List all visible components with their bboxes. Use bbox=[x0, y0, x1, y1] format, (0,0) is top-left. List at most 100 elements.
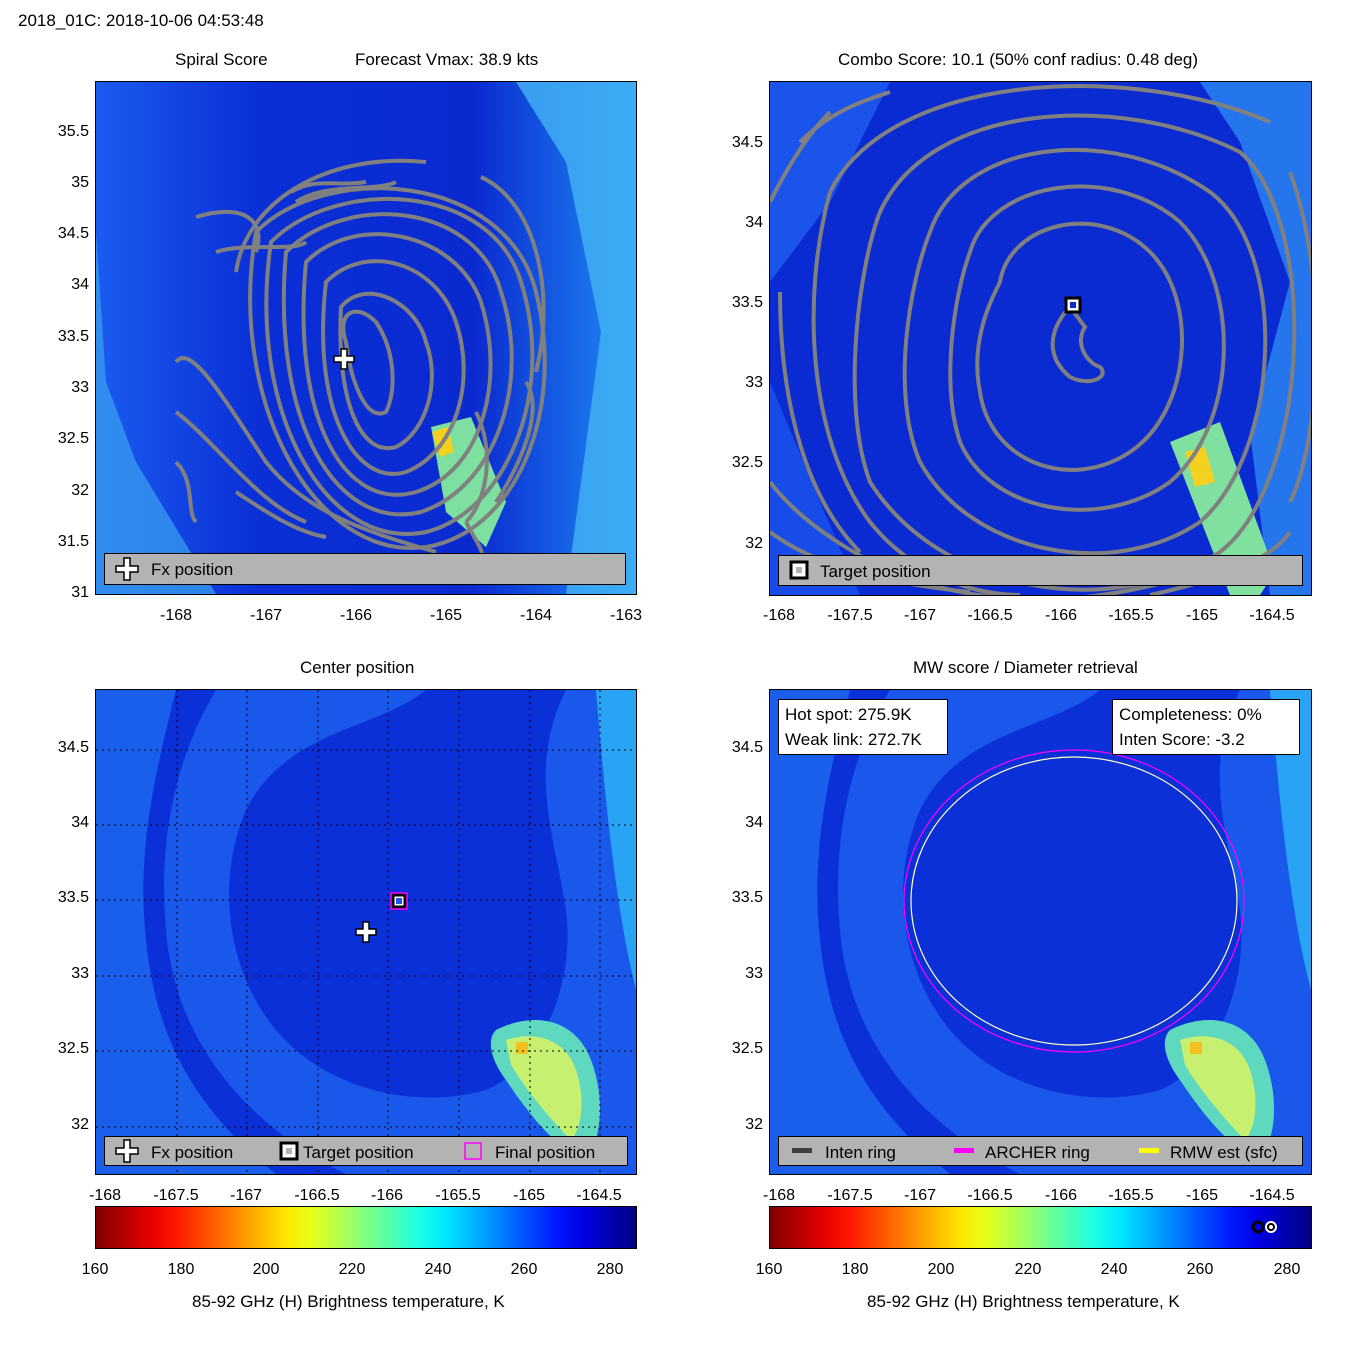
x-tick-label: -165 bbox=[1185, 1187, 1219, 1204]
x-tick-label: -164.5 bbox=[576, 1187, 622, 1204]
bt-warm-region bbox=[516, 82, 636, 594]
completeness-value: Completeness: 0% bbox=[1119, 705, 1262, 724]
x-tick-label: -165.5 bbox=[435, 1187, 481, 1204]
square-icon bbox=[279, 1141, 299, 1161]
x-tick-label: -165 bbox=[1185, 607, 1219, 624]
y-tick-label: 33.5 bbox=[57, 328, 89, 345]
x-tick-label: 200 bbox=[252, 1261, 280, 1278]
y-tick-label: 32.5 bbox=[731, 1040, 763, 1057]
yellow-line-icon bbox=[1139, 1148, 1159, 1153]
legend-label: Final position bbox=[495, 1143, 596, 1162]
x-tick-label: -168 bbox=[88, 1187, 122, 1204]
bt-warm-region bbox=[96, 690, 276, 1174]
completeness-box: Completeness: 0% Inten Score: -3.2 bbox=[1112, 699, 1300, 755]
x-tick-label: -164 bbox=[519, 607, 553, 624]
x-tick-label: -167 bbox=[903, 1187, 937, 1204]
legend-label: Fx position bbox=[151, 560, 234, 579]
bt-convection-core bbox=[1190, 1042, 1202, 1054]
final-position-marker bbox=[390, 892, 408, 910]
logo-icon bbox=[1251, 1220, 1277, 1234]
y-tick-label: 33.5 bbox=[731, 294, 763, 311]
magenta-square-icon bbox=[464, 1142, 482, 1160]
plus-icon bbox=[115, 557, 139, 581]
inten-score-value: Inten Score: -3.2 bbox=[1119, 730, 1245, 749]
x-tick-label: 220 bbox=[338, 1261, 366, 1278]
y-tick-label: 32.5 bbox=[57, 1040, 89, 1057]
bt-warm-region bbox=[596, 690, 636, 990]
x-tick-label: 180 bbox=[841, 1261, 869, 1278]
x-tick-label: -166.5 bbox=[967, 1187, 1013, 1204]
x-tick-label: -164.5 bbox=[1249, 607, 1295, 624]
x-tick-label: -168 bbox=[762, 607, 796, 624]
x-tick-label: -165 bbox=[429, 607, 463, 624]
bt-warm-region bbox=[770, 690, 950, 1174]
y-tick-label: 33 bbox=[71, 379, 89, 396]
y-tick-label: 32 bbox=[745, 1116, 763, 1133]
y-tick-label: 33 bbox=[745, 374, 763, 391]
y-tick-label: 35 bbox=[71, 174, 89, 191]
y-tick-label: 35.5 bbox=[57, 123, 89, 140]
mw-score-plot: Hot spot: 275.9K Weak link: 272.7K Compl… bbox=[769, 689, 1312, 1175]
x-tick-label: -166 bbox=[370, 1187, 404, 1204]
x-tick-label: 280 bbox=[596, 1261, 624, 1278]
y-tick-label: 33.5 bbox=[731, 889, 763, 906]
center-position-plot: Fx position Target position Final positi… bbox=[95, 689, 637, 1175]
x-tick-label: -167 bbox=[229, 1187, 263, 1204]
x-tick-label: 160 bbox=[81, 1261, 109, 1278]
y-tick-label: 34 bbox=[71, 276, 89, 293]
legend-label: ARCHER ring bbox=[985, 1143, 1090, 1162]
legend-label: Fx position bbox=[151, 1143, 234, 1162]
combo-score-plot: Target position bbox=[769, 81, 1312, 596]
y-tick-label: 32 bbox=[745, 535, 763, 552]
bt-convection-core bbox=[1180, 1036, 1256, 1140]
y-tick-label: 34.5 bbox=[57, 225, 89, 242]
y-tick-label: 33.5 bbox=[57, 889, 89, 906]
bt-rainband bbox=[164, 690, 636, 1174]
x-tick-label: 180 bbox=[167, 1261, 195, 1278]
x-tick-label: -168 bbox=[159, 607, 193, 624]
x-tick-label: -165 bbox=[512, 1187, 546, 1204]
x-tick-label: -167.5 bbox=[153, 1187, 199, 1204]
y-tick-label: 31 bbox=[71, 584, 89, 601]
combo-contours bbox=[770, 84, 1311, 595]
y-tick-label: 31.5 bbox=[57, 533, 89, 550]
x-tick-label: -168 bbox=[762, 1187, 796, 1204]
bt-warm-region bbox=[770, 82, 890, 282]
x-tick-label: -167.5 bbox=[827, 1187, 873, 1204]
x-tick-label: 280 bbox=[1273, 1261, 1301, 1278]
x-tick-label: -167.5 bbox=[827, 607, 873, 624]
mw-legend: Inten ring ARCHER ring RMW est (sfc) bbox=[778, 1136, 1303, 1166]
colorbar-right bbox=[769, 1206, 1312, 1249]
y-tick-label: 34 bbox=[71, 814, 89, 831]
spiral-legend: Fx position bbox=[104, 553, 626, 585]
combo-panel-title: Combo Score: 10.1 (50% conf radius: 0.48… bbox=[838, 50, 1199, 69]
x-tick-label: 160 bbox=[755, 1261, 783, 1278]
target-position-marker bbox=[391, 893, 407, 909]
center-panel-title: Center position bbox=[300, 658, 415, 677]
x-tick-label: -163 bbox=[609, 607, 643, 624]
legend-label: Target position bbox=[820, 562, 931, 581]
y-tick-label: 34.5 bbox=[731, 134, 763, 151]
y-tick-label: 34.5 bbox=[731, 739, 763, 756]
x-tick-label: -167 bbox=[903, 607, 937, 624]
x-tick-label: -166 bbox=[339, 607, 373, 624]
bt-warm-region bbox=[770, 382, 860, 595]
fx-position-marker bbox=[333, 348, 355, 370]
figure-title: 2018_01C: 2018-10-06 04:53:48 bbox=[18, 11, 264, 30]
x-tick-label: -167 bbox=[249, 607, 283, 624]
x-tick-label: 260 bbox=[510, 1261, 538, 1278]
legend-label: Inten ring bbox=[825, 1143, 896, 1162]
x-tick-label: 200 bbox=[927, 1261, 955, 1278]
spiral-contours bbox=[174, 158, 547, 563]
bt-convection-core bbox=[516, 1042, 528, 1054]
combo-legend: Target position bbox=[778, 555, 1303, 586]
grid-lines bbox=[96, 690, 636, 1174]
square-icon bbox=[789, 560, 809, 580]
center-legend: Fx position Target position Final positi… bbox=[104, 1136, 628, 1166]
y-tick-label: 33 bbox=[745, 965, 763, 982]
x-tick-label: -166.5 bbox=[967, 607, 1013, 624]
colorbar-right-label: 85-92 GHz (H) Brightness temperature, K bbox=[867, 1292, 1180, 1311]
legend-label: RMW est (sfc) bbox=[1170, 1143, 1278, 1162]
x-tick-label: -166 bbox=[1044, 607, 1078, 624]
rmw-ring bbox=[910, 756, 1238, 1046]
